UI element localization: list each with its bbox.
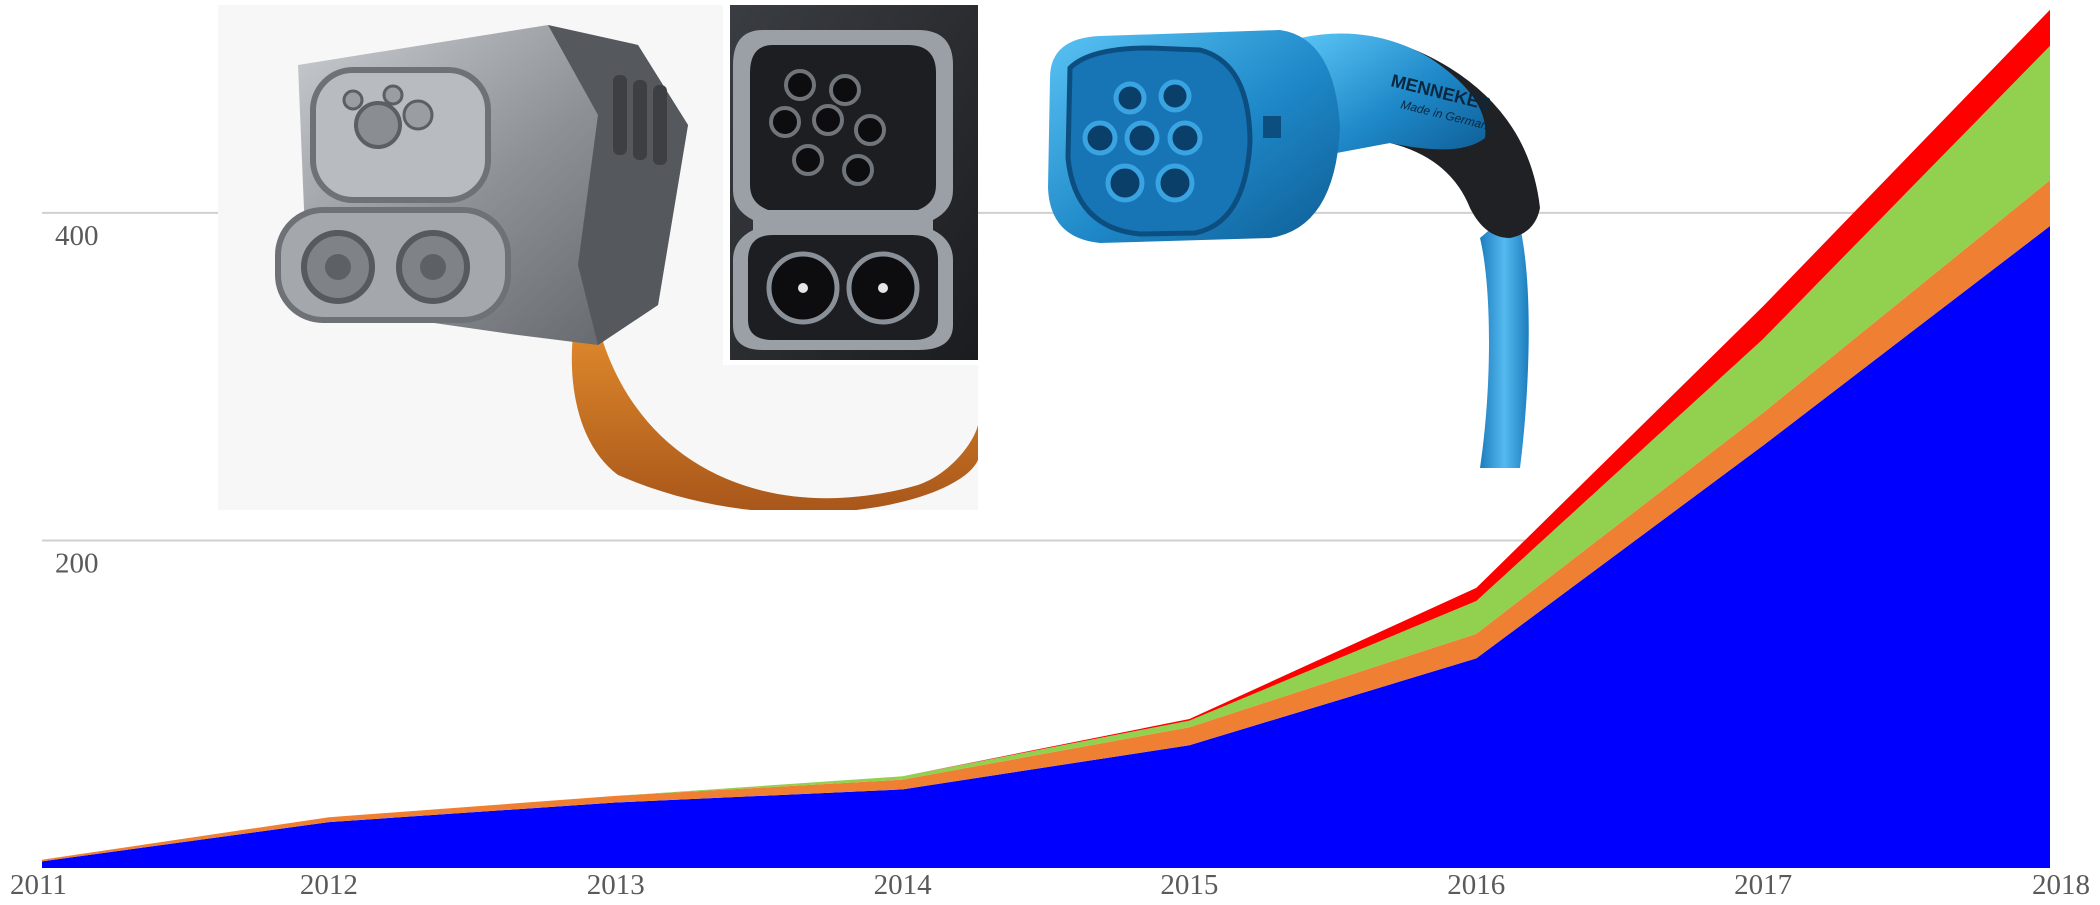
area-series-2 (42, 180, 2050, 862)
x-tick-label: 2017 (1734, 869, 1792, 901)
y-tick-label: 200 (55, 547, 99, 579)
area-series-4 (42, 9, 2050, 860)
x-tick-label: 2014 (874, 869, 933, 901)
x-tick-label: 2011 (10, 869, 67, 901)
x-tick-label: 2018 (2032, 869, 2090, 901)
area-series-3 (42, 45, 2050, 860)
y-tick-label: 400 (55, 220, 99, 252)
type2-connector-photo: MENNEKES Made in Germany (1030, 8, 1560, 468)
area-layer (42, 9, 2050, 868)
x-tick-label: 2013 (587, 869, 645, 901)
ccs-combo-connector-photo (218, 5, 978, 510)
x-tick-label: 2016 (1447, 869, 1505, 901)
area-series-1 (42, 226, 2050, 868)
axis-layer: 200 400 2011 2012 2013 2014 2015 2016 2017 2018 (10, 220, 2090, 901)
x-tick-label: 2015 (1160, 869, 1218, 901)
x-tick-label: 2012 (300, 869, 358, 901)
